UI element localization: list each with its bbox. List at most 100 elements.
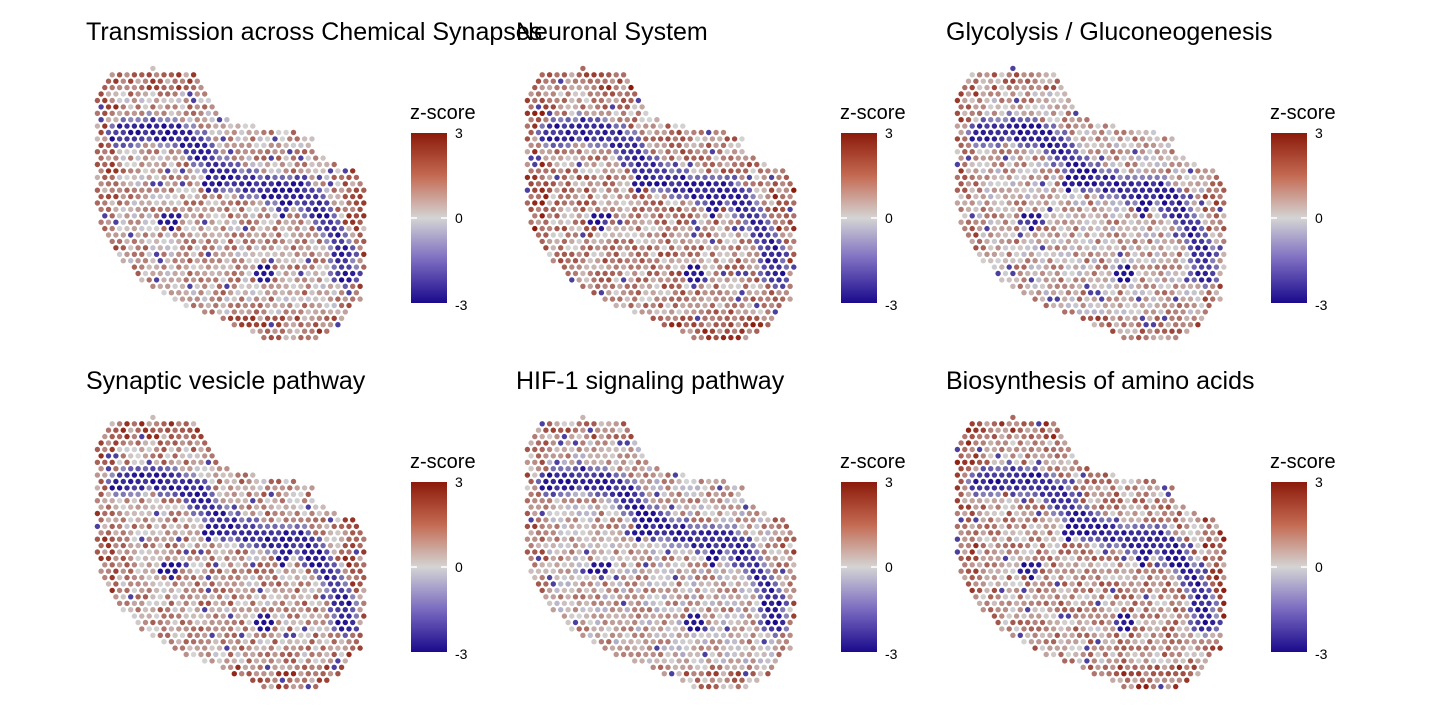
tissue-spot — [205, 136, 212, 142]
tissue-spot — [116, 187, 123, 193]
tissue-spot — [1017, 104, 1023, 110]
tissue-spot — [320, 206, 326, 213]
tissue-spot — [1161, 161, 1168, 168]
tissue-spot — [246, 296, 252, 302]
tissue-spot — [1202, 193, 1208, 200]
tissue-spot — [1021, 72, 1027, 78]
tissue-spot — [569, 200, 575, 206]
tissue-spot — [965, 219, 972, 225]
tissue-spot — [750, 206, 756, 213]
tissue-spot — [743, 504, 749, 510]
tissue-spot — [1080, 200, 1086, 206]
tissue-spot — [602, 129, 608, 136]
tissue-spot — [168, 639, 175, 645]
tissue-spot — [561, 485, 568, 491]
tissue-spot — [120, 104, 127, 110]
tissue-spot — [984, 123, 990, 129]
tissue-spot — [316, 510, 323, 517]
tissue-spot — [1076, 270, 1083, 277]
panel-5: HIF-1 signaling pathway z-score 3 0 -3 — [516, 367, 906, 690]
tissue-spot — [1099, 283, 1105, 289]
tissue-spot — [124, 187, 130, 193]
tissue-spot — [313, 322, 319, 328]
tissue-spot — [1084, 270, 1090, 277]
tissue-spot — [1099, 219, 1105, 225]
tissue-spot — [1206, 251, 1212, 257]
tissue-spot — [279, 328, 286, 334]
tissue-spot — [1058, 225, 1064, 232]
tissue-spot — [157, 619, 163, 626]
tissue-spot — [1050, 302, 1057, 309]
tissue-spot — [532, 97, 538, 104]
tissue-spot — [1062, 219, 1068, 225]
tissue-spot — [235, 277, 241, 283]
tissue-spot — [1047, 129, 1053, 136]
tissue-spot — [209, 142, 215, 148]
tissue-spot — [572, 129, 579, 136]
tissue-spot — [298, 542, 304, 549]
tissue-spot — [1017, 129, 1023, 136]
tissue-spot — [587, 517, 593, 523]
tissue-spot — [1102, 161, 1109, 168]
tissue-spot — [569, 498, 575, 504]
tissue-spot — [128, 568, 134, 574]
tissue-spot — [146, 187, 152, 193]
tissue-spot — [743, 283, 749, 289]
tissue-spot — [157, 219, 163, 225]
tissue-spot — [1017, 206, 1023, 213]
tissue-spot — [613, 97, 619, 104]
tissue-spot — [231, 232, 237, 238]
tissue-spot — [1065, 97, 1072, 104]
tissue-spot — [539, 72, 545, 78]
tissue-spot — [1150, 232, 1157, 238]
tissue-spot — [98, 181, 104, 187]
tissue-spot — [1206, 264, 1212, 270]
tissue-spot — [554, 523, 560, 530]
tissue-spot — [305, 658, 311, 664]
tissue-spot — [1021, 251, 1027, 257]
tissue-spot — [264, 187, 271, 193]
tissue-spot — [565, 258, 571, 264]
tissue-spot — [1136, 206, 1142, 213]
tissue-spot — [150, 168, 156, 174]
tissue-spot — [324, 213, 330, 219]
tissue-spot — [294, 161, 300, 168]
tissue-spot — [1036, 213, 1042, 219]
tissue-spot — [1110, 213, 1116, 219]
tissue-spot — [724, 174, 730, 181]
tissue-spot — [257, 536, 263, 542]
tissue-spot — [1047, 142, 1053, 148]
tissue-spot — [327, 322, 334, 328]
tissue-spot — [665, 174, 671, 181]
tissue-spot — [298, 181, 304, 187]
tissue-spot — [142, 245, 149, 251]
tissue-spot — [120, 91, 127, 97]
tissue-spot — [235, 174, 241, 181]
tissue-spot — [1002, 258, 1009, 264]
tissue-spot — [94, 136, 101, 142]
tissue-spot — [687, 200, 693, 206]
tissue-spot — [613, 238, 619, 245]
tissue-spot — [532, 84, 538, 91]
tissue-spot — [1062, 206, 1068, 213]
tissue-spot — [1180, 155, 1186, 161]
tissue-spot — [327, 581, 334, 587]
tissue-spot — [532, 200, 538, 206]
tissue-spot — [706, 309, 712, 315]
tissue-spot — [528, 219, 534, 225]
tissue-spot — [242, 587, 249, 594]
tissue-spot — [709, 264, 716, 270]
tissue-spot — [205, 626, 212, 632]
tissue-spot — [665, 302, 671, 309]
tissue-spot — [1139, 200, 1146, 206]
tissue-spot — [153, 251, 160, 257]
tissue-spot — [583, 251, 590, 257]
tissue-spot — [105, 104, 112, 110]
tissue-spot — [999, 251, 1005, 257]
tissue-spot — [646, 478, 653, 485]
tissue-spot — [224, 466, 230, 472]
tissue-spot — [1062, 270, 1068, 277]
tissue-spot — [161, 161, 167, 168]
tissue-spot — [617, 427, 623, 433]
tissue-spot — [135, 117, 141, 123]
